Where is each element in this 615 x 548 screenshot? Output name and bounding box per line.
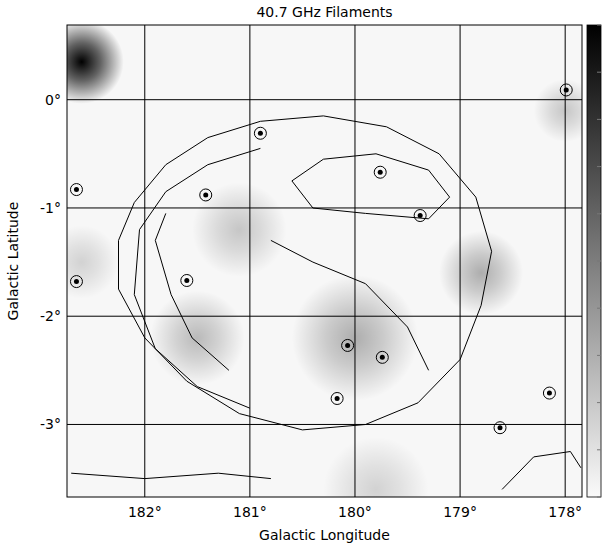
colorbar-tick	[597, 355, 601, 356]
colorbar-tick	[597, 72, 601, 73]
grid-line	[67, 316, 582, 317]
point-source	[414, 210, 426, 222]
grid-line	[144, 25, 145, 497]
point-source	[254, 127, 266, 139]
emission-blob	[192, 182, 287, 277]
colorbar-tick	[597, 25, 601, 26]
colorbar-tick	[597, 166, 601, 167]
point-source	[181, 274, 193, 286]
contour	[155, 213, 229, 370]
emission-blob	[439, 231, 523, 315]
colorbar-tick	[597, 402, 601, 403]
point-source	[200, 189, 212, 201]
plot-frame	[67, 25, 582, 497]
emission-blob	[150, 291, 245, 386]
point-source	[374, 166, 386, 178]
y-axis-label: Galactic Latitude	[5, 202, 21, 321]
contour	[119, 116, 492, 430]
point-source	[70, 184, 82, 196]
point-source	[494, 422, 506, 434]
contour	[134, 148, 260, 408]
title: 40.7 GHz Filaments	[256, 4, 392, 20]
point-source	[331, 392, 343, 404]
grid-line	[67, 424, 582, 425]
grid-line	[565, 25, 566, 497]
grid-line	[354, 25, 355, 497]
emission-blob	[323, 437, 428, 497]
grid-line	[67, 99, 582, 100]
emission-blob	[67, 25, 124, 104]
colorbar-tick	[597, 497, 601, 498]
colorbar-tick	[597, 213, 601, 214]
grid-line	[460, 25, 461, 497]
emission-blob	[67, 225, 119, 299]
colorbar	[587, 25, 601, 497]
point-source	[342, 339, 354, 351]
y-tick-label: -3°	[40, 416, 61, 432]
point-source	[70, 276, 82, 288]
x-tick-label: 179°	[443, 504, 477, 520]
emission-blob	[534, 79, 582, 142]
colorbar-tick	[597, 449, 601, 450]
contour	[271, 240, 429, 370]
y-tick-label: -2°	[40, 308, 61, 324]
plot-area	[67, 25, 582, 497]
plot-background	[67, 25, 582, 497]
colorbar-tick	[597, 119, 601, 120]
y-tick-label: -1°	[40, 200, 61, 216]
contour	[292, 154, 450, 219]
grid-line	[249, 25, 250, 497]
x-tick-label: 182°	[128, 504, 162, 520]
colorbar-tick	[597, 261, 601, 262]
x-tick-label: 178°	[548, 504, 582, 520]
point-source	[376, 351, 388, 363]
point-source	[543, 387, 555, 399]
x-tick-label: 180°	[338, 504, 372, 520]
grid-line	[67, 207, 582, 208]
x-axis-label: Galactic Longitude	[259, 527, 390, 543]
x-tick-label: 181°	[233, 504, 267, 520]
contour	[502, 452, 581, 490]
contour	[71, 473, 271, 478]
y-tick-label: 0°	[45, 92, 61, 108]
point-source	[560, 84, 572, 96]
colorbar-tick	[597, 308, 601, 309]
figure: 182° 181° 180° 179° 178° 0° -1° -2° -3° 40.7 GHz …	[0, 0, 615, 548]
